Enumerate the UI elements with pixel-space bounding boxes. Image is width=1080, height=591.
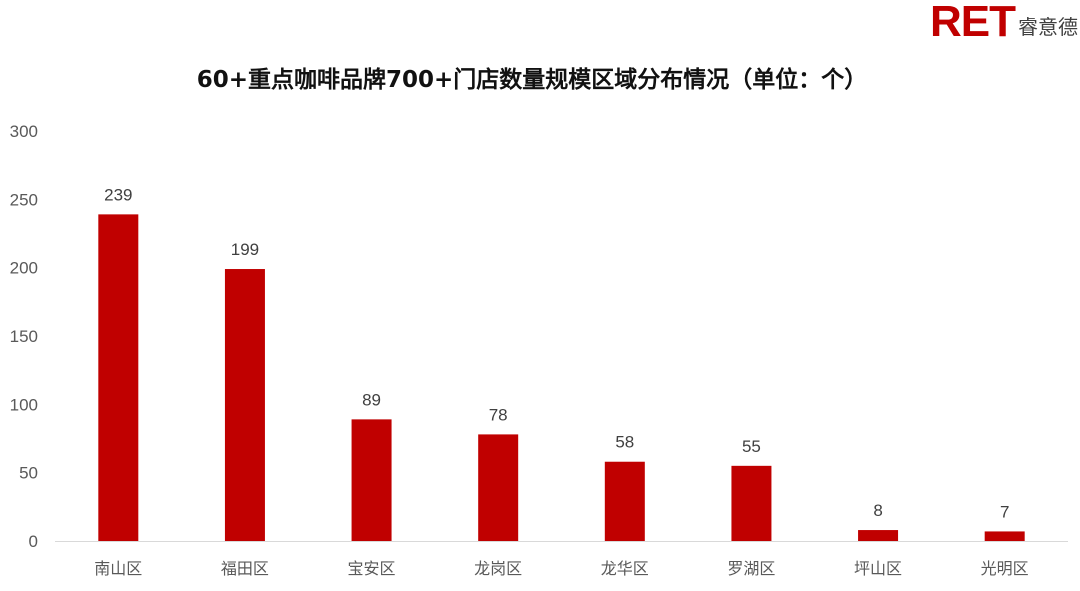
bar: [98, 214, 139, 541]
x-tick-label: 光明区: [981, 559, 1029, 578]
bar: [731, 465, 772, 541]
x-tick-label: 龙华区: [601, 559, 649, 578]
bar: [604, 461, 645, 541]
bar: [858, 530, 899, 541]
data-label: 8: [873, 501, 882, 520]
x-tick-label: 宝安区: [348, 559, 396, 578]
y-tick-label: 50: [19, 464, 38, 483]
data-label: 78: [489, 405, 508, 424]
bar: [224, 269, 265, 541]
brand-logo: RET 睿意德: [930, 0, 1078, 44]
y-tick-label: 150: [10, 327, 38, 346]
logo-name: 睿意德: [1018, 15, 1078, 39]
y-tick-label: 250: [10, 190, 38, 209]
y-tick-label: 100: [10, 395, 38, 414]
logo-mark: RET: [930, 0, 1016, 46]
bar: [351, 419, 392, 541]
data-label: 55: [742, 437, 761, 456]
data-label: 7: [1000, 502, 1009, 521]
y-tick-label: 200: [10, 259, 38, 278]
x-tick-label: 坪山区: [854, 559, 902, 578]
x-tick-label: 罗湖区: [727, 559, 775, 578]
x-tick-label: 龙岗区: [474, 559, 522, 578]
data-label: 199: [231, 240, 259, 259]
bar: [478, 434, 519, 541]
data-label: 239: [104, 185, 132, 204]
x-tick-label: 福田区: [221, 559, 269, 578]
data-label: 58: [615, 433, 634, 452]
y-tick-label: 300: [10, 122, 38, 141]
chart-title: 60+重点咖啡品牌700+门店数量规模区域分布情况（单位：个）: [196, 67, 868, 93]
y-tick-label: 0: [29, 532, 38, 551]
data-label: 89: [362, 390, 381, 409]
bar: [984, 531, 1025, 541]
x-tick-label: 南山区: [94, 559, 142, 578]
